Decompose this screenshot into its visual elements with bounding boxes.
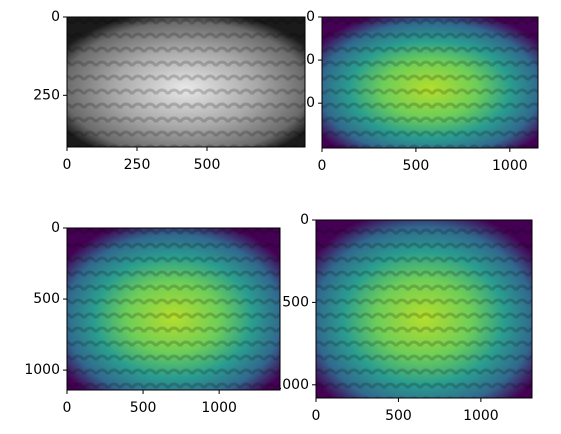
y-tick-label: 0	[51, 220, 60, 236]
x-tick-label: 500	[403, 158, 430, 174]
y-tick-label: 0	[306, 9, 315, 25]
image-texture	[67, 17, 305, 147]
image-texture	[67, 228, 280, 390]
x-tick-label: 0	[312, 408, 321, 424]
x-tick-label: 0	[63, 157, 72, 173]
image-texture	[316, 220, 532, 398]
y-tick-label: 0	[51, 9, 60, 25]
figure: 0250500025005001000025050005001000050010…	[0, 0, 561, 434]
x-tick-label: 0	[63, 400, 72, 416]
y-tick-label: 500	[282, 294, 309, 310]
image-texture	[322, 17, 538, 148]
subplot	[318, 17, 538, 152]
subplot	[312, 220, 532, 402]
x-tick-label: 0	[318, 158, 327, 174]
images	[63, 17, 538, 402]
y-tick-label: 0	[300, 212, 309, 228]
y-tick-label: 500	[33, 291, 60, 307]
x-tick-label: 1000	[463, 408, 499, 424]
x-tick-label: 250	[124, 157, 151, 173]
x-tick-label: 500	[130, 400, 157, 416]
y-tick-label: 1000	[24, 362, 60, 378]
subplot	[63, 228, 280, 394]
x-tick-label: 1000	[492, 158, 528, 174]
x-tick-label: 500	[385, 408, 412, 424]
x-tick-label: 1000	[201, 400, 237, 416]
x-tick-label: 500	[194, 157, 221, 173]
y-tick-label: 250	[33, 87, 60, 103]
subplot	[63, 17, 305, 151]
